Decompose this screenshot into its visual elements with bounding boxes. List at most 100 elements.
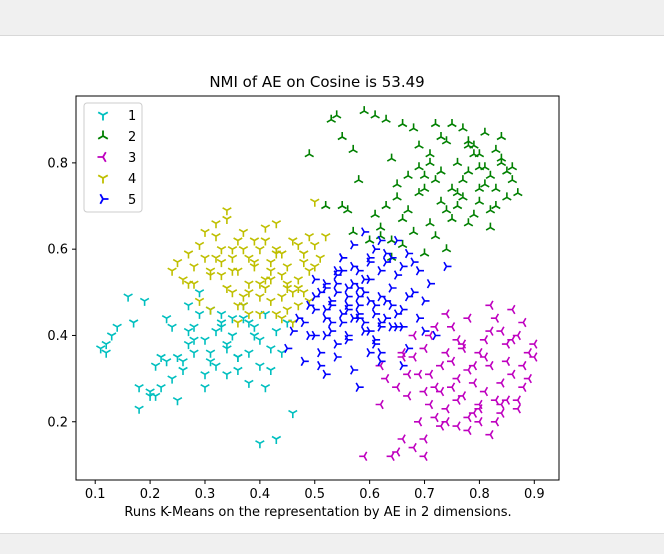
data-point — [227, 267, 238, 276]
data-point — [468, 360, 478, 371]
data-point — [404, 291, 414, 302]
data-point — [200, 384, 210, 393]
data-point — [414, 162, 424, 171]
data-point — [361, 317, 370, 328]
data-point — [447, 119, 457, 128]
data-point — [485, 300, 494, 311]
data-point — [161, 358, 172, 367]
data-point — [430, 119, 441, 128]
data-point — [452, 157, 463, 167]
data-point — [408, 123, 419, 132]
data-point — [161, 315, 172, 324]
data-point — [457, 391, 467, 401]
data-point — [277, 271, 287, 281]
data-point — [255, 310, 265, 319]
data-point — [350, 240, 359, 250]
data-point — [501, 395, 511, 405]
data-point — [490, 395, 500, 405]
data-point — [441, 417, 450, 427]
data-point — [485, 205, 496, 214]
data-point — [244, 289, 254, 298]
data-point — [200, 254, 210, 263]
series-5 — [284, 227, 452, 392]
data-point — [370, 209, 380, 218]
data-point — [419, 170, 430, 179]
data-point — [403, 170, 413, 179]
data-point — [496, 408, 505, 418]
data-point — [518, 382, 527, 392]
data-point — [518, 360, 527, 371]
data-point — [139, 297, 150, 306]
data-point — [299, 250, 309, 259]
data-point — [523, 347, 532, 358]
data-point — [260, 237, 271, 246]
x-tick-label: 0.3 — [195, 487, 216, 502]
data-point — [306, 330, 315, 341]
data-point — [255, 362, 265, 371]
data-point — [134, 384, 144, 393]
data-point — [377, 322, 386, 332]
data-point — [480, 179, 490, 188]
data-point — [507, 304, 516, 315]
data-point — [167, 323, 177, 332]
data-point — [463, 136, 474, 145]
data-point — [222, 284, 232, 293]
data-point — [474, 404, 483, 414]
data-point — [333, 287, 342, 298]
data-point — [397, 347, 406, 358]
data-point — [289, 326, 298, 336]
data-point — [393, 235, 403, 246]
data-point — [452, 421, 461, 431]
data-point — [172, 397, 183, 406]
data-point — [485, 170, 496, 179]
data-point — [415, 313, 424, 323]
data-point — [326, 114, 336, 123]
data-point — [458, 123, 468, 132]
data-point — [441, 309, 450, 319]
data-point — [315, 254, 325, 263]
data-point — [200, 371, 210, 380]
data-point — [392, 192, 402, 201]
series-4 — [167, 198, 331, 328]
data-point — [371, 244, 381, 254]
chart-title: NMI of AE on Cosine is 53.49 — [209, 73, 424, 91]
data-point — [200, 228, 210, 237]
data-point — [403, 205, 413, 214]
data-point — [244, 349, 254, 358]
data-point — [211, 233, 221, 242]
data-point — [392, 179, 402, 188]
data-point — [469, 140, 479, 149]
legend: 1 2 3 4 5 — [83, 102, 143, 213]
data-point — [216, 323, 227, 332]
data-point — [310, 263, 320, 272]
data-point — [194, 310, 205, 319]
data-point — [293, 302, 304, 311]
data-point — [447, 322, 456, 332]
x-tick-label: 0.6 — [359, 487, 380, 502]
data-point — [518, 317, 527, 328]
data-point — [359, 451, 368, 462]
data-point — [382, 313, 392, 323]
data-point — [397, 434, 406, 444]
window-top-bar — [0, 0, 664, 36]
data-point — [479, 386, 489, 397]
data-point — [328, 296, 337, 306]
data-point — [366, 257, 375, 267]
data-point — [393, 309, 403, 319]
data-point — [408, 352, 417, 362]
data-point — [463, 365, 472, 375]
data-point — [350, 313, 359, 323]
legend-label: 4 — [128, 172, 136, 187]
data-point — [377, 356, 386, 367]
data-point — [452, 335, 461, 345]
data-point — [425, 330, 434, 341]
data-point — [271, 435, 282, 444]
data-point — [172, 353, 183, 362]
data-point — [255, 246, 265, 255]
legend-label: 3 — [128, 151, 136, 166]
data-point — [233, 319, 243, 328]
data-point — [415, 265, 424, 276]
data-point — [485, 326, 494, 336]
data-point — [233, 353, 243, 362]
window-bottom-bar — [0, 533, 664, 554]
